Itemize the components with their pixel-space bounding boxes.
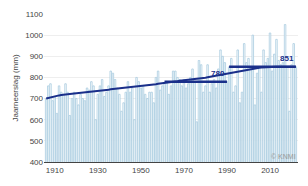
svg-text:1930: 1930 — [89, 166, 107, 175]
svg-text:1910: 1910 — [46, 166, 64, 175]
svg-text:1990: 1990 — [218, 166, 236, 175]
svg-text:900: 900 — [30, 52, 44, 61]
svg-text:© KNMI: © KNMI — [271, 153, 296, 160]
svg-text:Jaarneerslag (mm): Jaarneerslag (mm) — [11, 54, 20, 121]
svg-text:2010: 2010 — [261, 166, 279, 175]
svg-text:1970: 1970 — [175, 166, 193, 175]
svg-text:400: 400 — [30, 158, 44, 167]
svg-text:500: 500 — [30, 137, 44, 146]
svg-text:700: 700 — [30, 94, 44, 103]
svg-text:1000: 1000 — [25, 31, 43, 40]
svg-text:1100: 1100 — [26, 10, 44, 19]
svg-text:780: 780 — [211, 69, 225, 78]
svg-text:1950: 1950 — [132, 166, 150, 175]
svg-text:600: 600 — [30, 116, 44, 125]
svg-text:851: 851 — [280, 54, 294, 63]
svg-text:800: 800 — [30, 73, 44, 82]
